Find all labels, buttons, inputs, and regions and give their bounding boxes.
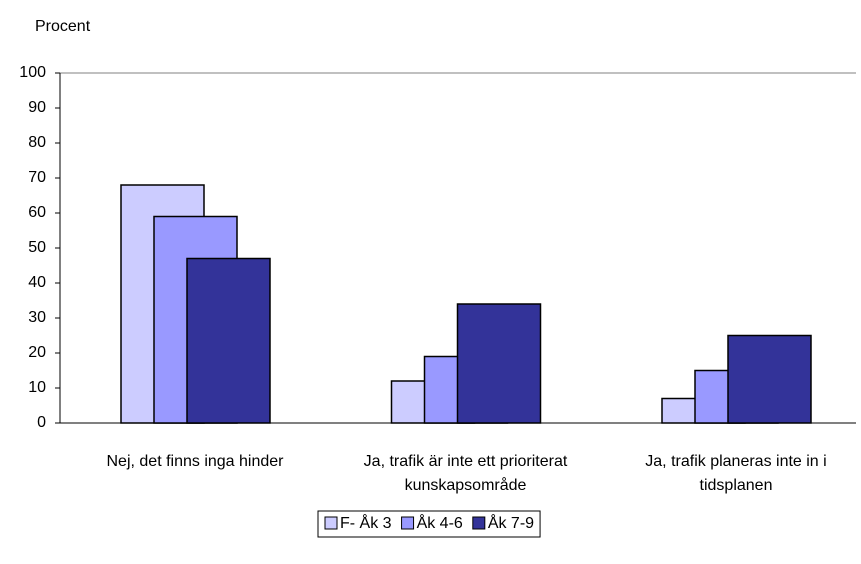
bar bbox=[186, 257, 271, 424]
y-tick-label: 90 bbox=[28, 99, 46, 116]
legend-swatch bbox=[324, 516, 338, 530]
y-tick-label: 10 bbox=[28, 379, 46, 396]
y-axis-label: Procent bbox=[35, 18, 91, 35]
legend-swatch bbox=[472, 516, 486, 530]
bar bbox=[456, 303, 542, 424]
x-tick-label: Ja, trafik planeras inte in i tidsplanen bbox=[645, 453, 827, 494]
y-tick-label: 20 bbox=[28, 344, 46, 361]
x-tick-label: Ja, trafik är inte ett prioriterat kunsk… bbox=[363, 453, 568, 494]
legend-box bbox=[317, 510, 541, 538]
y-tick-label: 60 bbox=[28, 204, 46, 221]
y-tick-label: 70 bbox=[28, 169, 46, 186]
y-tick-label: 80 bbox=[28, 134, 46, 151]
y-tick-label: 30 bbox=[28, 309, 46, 326]
x-tick-label: Nej, det finns inga hinder bbox=[106, 453, 284, 470]
bar bbox=[727, 334, 812, 424]
legend-label: F- Åk 3 bbox=[340, 513, 392, 532]
y-tick-label: 0 bbox=[37, 414, 46, 431]
y-tick-label: 40 bbox=[28, 274, 46, 291]
legend-swatch bbox=[401, 516, 415, 530]
y-tick-label: 100 bbox=[19, 64, 46, 81]
y-tick-label: 50 bbox=[28, 239, 46, 256]
legend-label: Åk 7-9 bbox=[488, 513, 534, 532]
legend-label: Åk 4-6 bbox=[417, 513, 463, 532]
